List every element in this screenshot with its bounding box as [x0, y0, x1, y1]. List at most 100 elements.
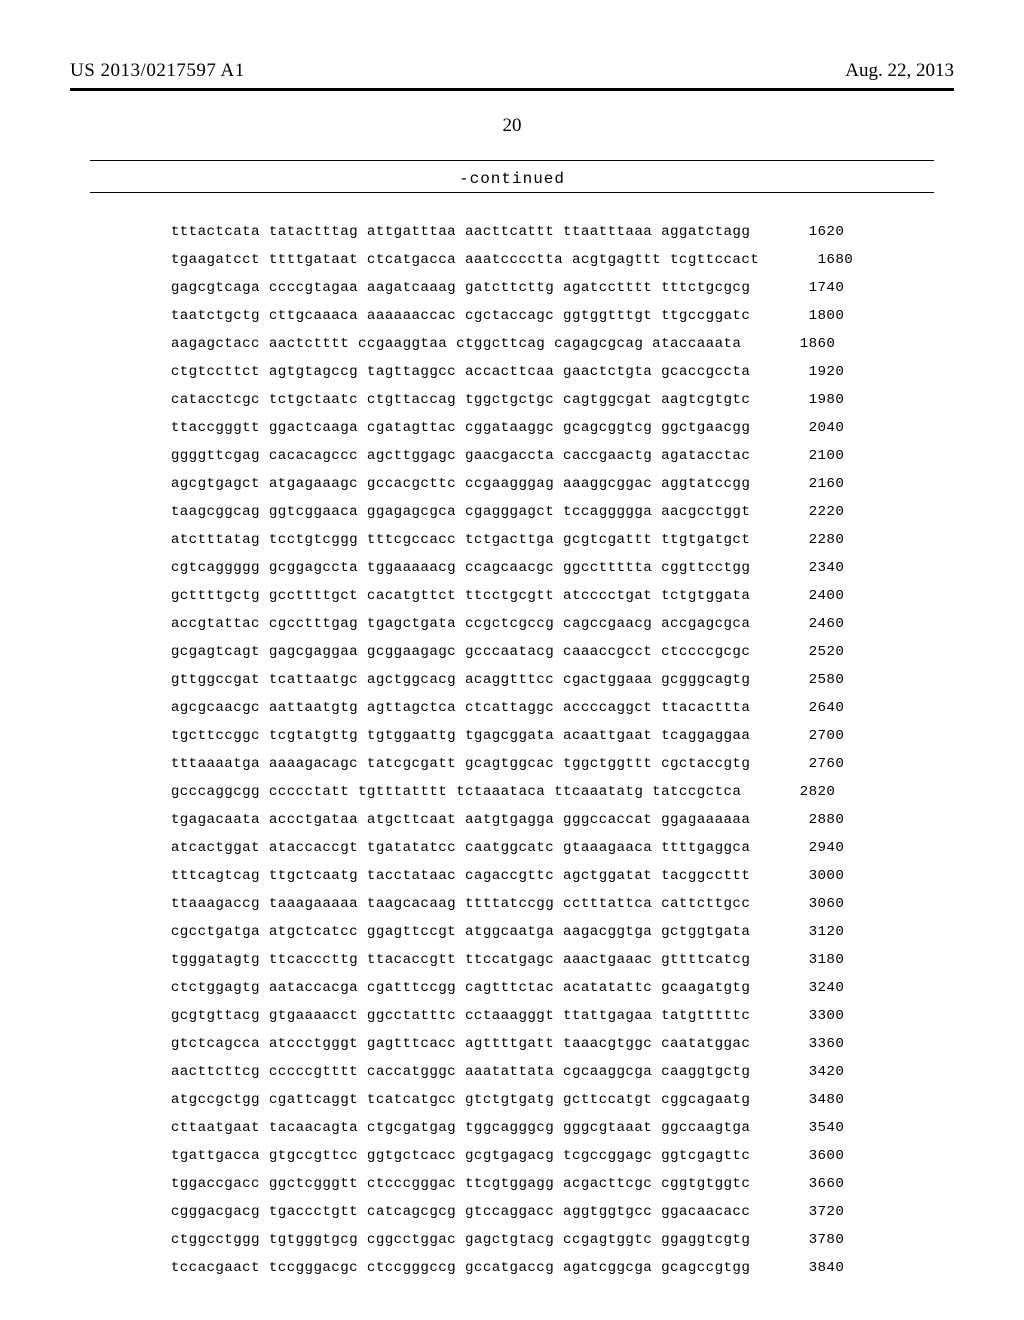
sequence-row: cgggacgacg tgaccctgtt catcagcgcg gtccagg… — [171, 1198, 853, 1226]
sequence-groups: tgattgacca gtgccgttcc ggtgctcacc gcgtgag… — [171, 1142, 750, 1170]
sequence-position: 1800 — [750, 302, 844, 330]
sequence-groups: ggggttcgag cacacagccc agcttggagc gaacgac… — [171, 442, 750, 470]
sequence-position: 3300 — [750, 1002, 844, 1030]
sequence-position: 1860 — [741, 330, 835, 358]
sequence-groups: tgaagatcct ttttgataat ctcatgacca aaatccc… — [171, 246, 759, 274]
sequence-row: atcactggat ataccaccgt tgatatatcc caatggc… — [171, 834, 853, 862]
sequence-groups: gcgtgttacg gtgaaaacct ggcctatttc cctaaag… — [171, 1002, 750, 1030]
sequence-row: gtctcagcca atccctgggt gagtttcacc agttttg… — [171, 1030, 853, 1058]
sequence-groups: tccacgaact tccgggacgc ctccgggccg gccatga… — [171, 1254, 750, 1282]
sequence-position: 3240 — [750, 974, 844, 1002]
sequence-groups: aagagctacc aactctttt ccgaaggtaa ctggcttc… — [171, 330, 742, 358]
sequence-groups: cgcctgatga atgctcatcc ggagttccgt atggcaa… — [171, 918, 750, 946]
sequence-groups: tgagacaata accctgataa atgcttcaat aatgtga… — [171, 806, 750, 834]
sequence-groups: gttggccgat tcattaatgc agctggcacg acaggtt… — [171, 666, 750, 694]
sequence-groups: agcgtgagct atgagaaagc gccacgcttc ccgaagg… — [171, 470, 750, 498]
sequence-row: aagagctacc aactctttt ccgaaggtaa ctggcttc… — [171, 330, 853, 358]
sequence-row: tgattgacca gtgccgttcc ggtgctcacc gcgtgag… — [171, 1142, 853, 1170]
sequence-row: tccacgaact tccgggacgc ctccgggccg gccatga… — [171, 1254, 853, 1282]
sequence-row: ctggcctggg tgtgggtgcg cggcctggac gagctgt… — [171, 1226, 853, 1254]
sequence-groups: tggaccgacc ggctcgggtt ctcccgggac ttcgtgg… — [171, 1170, 750, 1198]
sequence-position: 1680 — [759, 246, 853, 274]
sequence-position: 3600 — [750, 1142, 844, 1170]
sequence-position: 3780 — [750, 1226, 844, 1254]
sequence-groups: taagcggcag ggtcggaaca ggagagcgca cgaggga… — [171, 498, 750, 526]
sequence-row: tggaccgacc ggctcgggtt ctcccgggac ttcgtgg… — [171, 1170, 853, 1198]
sequence-position: 2280 — [750, 526, 844, 554]
page-number: 20 — [0, 115, 1024, 137]
sequence-row: tgggatagtg ttcacccttg ttacaccgtt ttccatg… — [171, 946, 853, 974]
sequence-position: 2220 — [750, 498, 844, 526]
sequence-position: 2160 — [750, 470, 844, 498]
sequence-row: tttactcata tatactttag attgatttaa aacttca… — [171, 218, 853, 246]
sequence-row: ttaaagaccg taaagaaaaa taagcacaag ttttatc… — [171, 890, 853, 918]
sequence-position: 3480 — [750, 1086, 844, 1114]
sequence-position: 3120 — [750, 918, 844, 946]
sequence-position: 3180 — [750, 946, 844, 974]
sequence-row: tttcagtcag ttgctcaatg tacctataac cagaccg… — [171, 862, 853, 890]
sequence-position: 2460 — [750, 610, 844, 638]
sequence-groups: ctctggagtg aataccacga cgatttccgg cagtttc… — [171, 974, 750, 1002]
sequence-groups: tttcagtcag ttgctcaatg tacctataac cagaccg… — [171, 862, 750, 890]
sequence-groups: atcactggat ataccaccgt tgatatatcc caatggc… — [171, 834, 750, 862]
sequence-position: 3060 — [750, 890, 844, 918]
sequence-groups: gcgagtcagt gagcgaggaa gcggaagagc gcccaat… — [171, 638, 750, 666]
sequence-position: 3540 — [750, 1114, 844, 1142]
sequence-position: 3000 — [750, 862, 844, 890]
sequence-row: tgaagatcct ttttgataat ctcatgacca aaatccc… — [171, 246, 853, 274]
patent-pub-number: US 2013/0217597 A1 — [70, 60, 245, 82]
continued-rule-top — [90, 160, 934, 161]
sequence-groups: aacttcttcg cccccgtttt caccatgggc aaatatt… — [171, 1058, 750, 1086]
sequence-position: 2340 — [750, 554, 844, 582]
sequence-row: gcccaggcgg ccccctatt tgtttatttt tctaaata… — [171, 778, 853, 806]
sequence-row: ttaccgggtt ggactcaaga cgatagttac cggataa… — [171, 414, 853, 442]
sequence-groups: ctgtccttct agtgtagccg tagttaggcc accactt… — [171, 358, 750, 386]
sequence-position: 2100 — [750, 442, 844, 470]
sequence-row: gcgagtcagt gagcgaggaa gcggaagagc gcccaat… — [171, 638, 853, 666]
sequence-groups: ttaccgggtt ggactcaaga cgatagttac cggataa… — [171, 414, 750, 442]
sequence-row: agcgtgagct atgagaaagc gccacgcttc ccgaagg… — [171, 470, 853, 498]
sequence-position: 2580 — [750, 666, 844, 694]
sequence-groups: ctggcctggg tgtgggtgcg cggcctggac gagctgt… — [171, 1226, 750, 1254]
continued-rule-bottom — [90, 192, 934, 193]
sequence-position: 3720 — [750, 1198, 844, 1226]
sequence-groups: tgggatagtg ttcacccttg ttacaccgtt ttccatg… — [171, 946, 750, 974]
patent-date: Aug. 22, 2013 — [845, 60, 954, 82]
sequence-groups: accgtattac cgcctttgag tgagctgata ccgctcg… — [171, 610, 750, 638]
sequence-listing: tttactcata tatactttag attgatttaa aacttca… — [0, 218, 1024, 1282]
sequence-groups: atgccgctgg cgattcaggt tcatcatgcc gtctgtg… — [171, 1086, 750, 1114]
sequence-groups: ttaaagaccg taaagaaaaa taagcacaag ttttatc… — [171, 890, 750, 918]
sequence-position: 2700 — [750, 722, 844, 750]
sequence-groups: cgtcaggggg gcggagccta tggaaaaacg ccagcaa… — [171, 554, 750, 582]
sequence-row: tgagacaata accctgataa atgcttcaat aatgtga… — [171, 806, 853, 834]
sequence-row: ctgtccttct agtgtagccg tagttaggcc accactt… — [171, 358, 853, 386]
sequence-groups: tgcttccggc tcgtatgttg tgtggaattg tgagcgg… — [171, 722, 750, 750]
sequence-groups: cgggacgacg tgaccctgtt catcagcgcg gtccagg… — [171, 1198, 750, 1226]
sequence-row: tgcttccggc tcgtatgttg tgtggaattg tgagcgg… — [171, 722, 853, 750]
sequence-groups: catacctcgc tctgctaatc ctgttaccag tggctgc… — [171, 386, 750, 414]
sequence-position: 2040 — [750, 414, 844, 442]
sequence-groups: taatctgctg cttgcaaaca aaaaaaccac cgctacc… — [171, 302, 750, 330]
sequence-row: ctctggagtg aataccacga cgatttccgg cagtttc… — [171, 974, 853, 1002]
sequence-row: accgtattac cgcctttgag tgagctgata ccgctcg… — [171, 610, 853, 638]
sequence-position: 2400 — [750, 582, 844, 610]
sequence-groups: atctttatag tcctgtcggg tttcgccacc tctgact… — [171, 526, 750, 554]
sequence-row: gagcgtcaga ccccgtagaa aagatcaaag gatcttc… — [171, 274, 853, 302]
sequence-position: 3660 — [750, 1170, 844, 1198]
sequence-row: taagcggcag ggtcggaaca ggagagcgca cgaggga… — [171, 498, 853, 526]
sequence-row: gcttttgctg gccttttgct cacatgttct ttcctgc… — [171, 582, 853, 610]
sequence-groups: gcccaggcgg ccccctatt tgtttatttt tctaaata… — [171, 778, 742, 806]
sequence-position: 2940 — [750, 834, 844, 862]
sequence-row: gcgtgttacg gtgaaaacct ggcctatttc cctaaag… — [171, 1002, 853, 1030]
sequence-position: 3840 — [750, 1254, 844, 1282]
sequence-position: 3360 — [750, 1030, 844, 1058]
sequence-groups: gcttttgctg gccttttgct cacatgttct ttcctgc… — [171, 582, 750, 610]
sequence-row: taatctgctg cttgcaaaca aaaaaaccac cgctacc… — [171, 302, 853, 330]
sequence-position: 2520 — [750, 638, 844, 666]
header-rule — [70, 88, 954, 91]
sequence-position: 1980 — [750, 386, 844, 414]
sequence-row: aacttcttcg cccccgtttt caccatgggc aaatatt… — [171, 1058, 853, 1086]
sequence-row: atctttatag tcctgtcggg tttcgccacc tctgact… — [171, 526, 853, 554]
sequence-groups: cttaatgaat tacaacagta ctgcgatgag tggcagg… — [171, 1114, 750, 1142]
sequence-groups: tttaaaatga aaaagacagc tatcgcgatt gcagtgg… — [171, 750, 750, 778]
